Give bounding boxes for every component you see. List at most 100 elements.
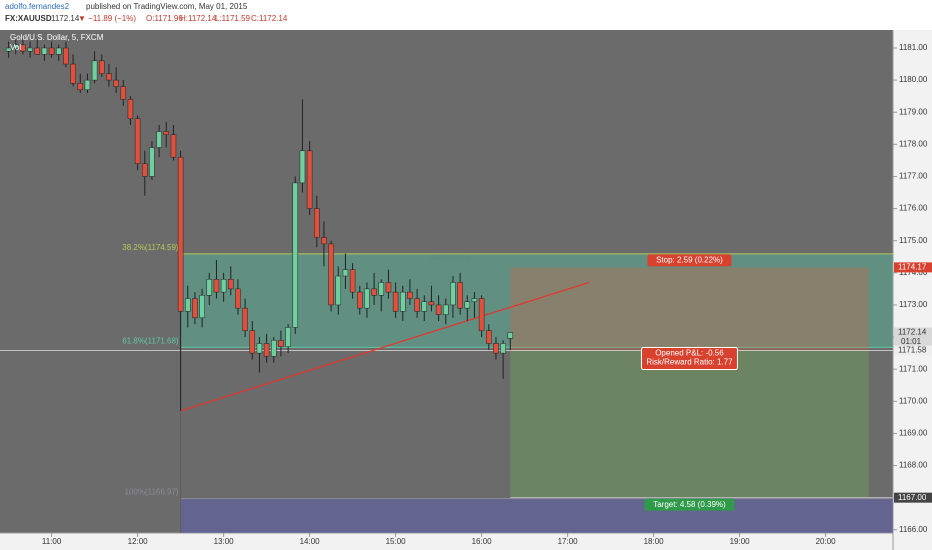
candle-body (299, 150, 306, 184)
candle-body (321, 237, 327, 245)
price-tag-label: 1167.00 (898, 493, 927, 502)
y-tick-label: 1173.00 (899, 300, 928, 309)
candle-body (206, 279, 213, 296)
price-tag (894, 327, 932, 338)
stop-zone (510, 267, 869, 351)
price: 1172.14 (51, 14, 80, 23)
candle-body (421, 301, 428, 312)
price-tag-label: 1171.58 (898, 346, 927, 355)
candle-body (70, 63, 76, 84)
fib-label: 38.2%(1174.59) (122, 243, 179, 252)
candle-body (471, 298, 478, 302)
candle-body (163, 131, 170, 135)
candle-body (435, 304, 442, 315)
candle-body (48, 47, 55, 55)
candle-body (328, 243, 334, 306)
y-tick-label: 1179.00 (899, 107, 928, 116)
countdown-bg (894, 337, 932, 347)
candle-body (271, 340, 277, 357)
y-tick-label: 1170.00 (899, 396, 928, 405)
candle-body (400, 291, 406, 312)
candle-body (464, 301, 471, 309)
countdown: 01:01 (901, 337, 922, 346)
y-tick-label: 1171.00 (899, 364, 928, 373)
target-zone (510, 350, 869, 498)
pnl-label: Opened P&L: -0.56 (655, 349, 724, 358)
ohlc-close: C:1172.14 (251, 14, 288, 23)
candle-body (199, 295, 205, 319)
stop-label: Stop: 2.59 (0.22%) (656, 255, 723, 264)
candle-body (314, 208, 320, 238)
stop-label-bg (647, 254, 732, 267)
candle-body (457, 282, 463, 309)
candle-body (120, 86, 127, 100)
candle-body (156, 131, 162, 148)
ratio-label: Risk/Reward Ratio: 1.77 (646, 358, 733, 367)
x-axis-bg (0, 533, 893, 550)
candle-body (41, 47, 48, 55)
x-tick-label: 14:00 (300, 537, 321, 546)
candle-body (142, 163, 148, 177)
candle-body (478, 298, 485, 331)
candle-body (392, 291, 399, 312)
candle-body (91, 60, 98, 81)
x-tick-label: 11:00 (42, 537, 62, 546)
candle-body (149, 147, 155, 177)
target-label-bg (644, 498, 735, 511)
candle-body (493, 343, 499, 354)
candle-body (228, 279, 234, 290)
candle-body (177, 156, 184, 312)
price-tag (894, 345, 932, 356)
y-tick-label: 1168.00 (899, 461, 928, 470)
ohlc-open: O:1171.96 (146, 14, 183, 23)
candle-body (407, 291, 413, 299)
candle-body (414, 298, 420, 312)
x-tick-label: 12:00 (128, 537, 149, 546)
fib-label: 100%(1166.97) (124, 488, 178, 497)
candle-body (27, 47, 33, 52)
candle-body (306, 150, 313, 209)
pnl-label-bg (640, 347, 738, 371)
change: ▼ −11.89 (−1%) (78, 14, 136, 23)
candle-body (378, 282, 385, 296)
candle-body (263, 343, 270, 357)
candle-body (349, 269, 356, 293)
volume-label: Vol (10, 43, 21, 52)
candle-body (77, 83, 84, 90)
candle-body (278, 340, 284, 347)
price-tag (894, 262, 932, 273)
author[interactable]: adolfo.fernandes2 (5, 2, 70, 11)
price-tag-label: 1172.14 (898, 328, 927, 337)
candle-body (500, 343, 506, 354)
fib-label: 61.8%(1171.68) (122, 336, 179, 345)
y-tick-label: 1180.00 (899, 75, 928, 84)
y-tick-label: 1178.00 (899, 139, 928, 148)
y-tick-label: 1177.00 (899, 172, 928, 181)
y-tick-label: 1176.00 (899, 204, 928, 213)
x-tick-label: 17:00 (558, 537, 579, 546)
candle-body (170, 134, 177, 158)
candle-body (256, 343, 263, 354)
candle-body (285, 327, 291, 347)
candle-body (507, 332, 514, 339)
candle-body (443, 304, 449, 315)
candle-body (371, 288, 377, 296)
candle-body (20, 44, 26, 52)
candle-body (5, 47, 12, 52)
candle-body (106, 73, 112, 81)
candle-body (192, 298, 198, 319)
candle-body (335, 275, 342, 306)
y-tick-label: 1169.00 (899, 429, 928, 438)
y-tick-label: 1174.00 (899, 268, 928, 277)
candle-body (84, 79, 91, 90)
candle-body (342, 269, 349, 277)
target-label: Target: 4.58 (0.39%) (653, 500, 726, 509)
x-tick-label: 13:00 (214, 537, 235, 546)
x-tick-label: 18:00 (644, 537, 665, 546)
chart-title: Gold/U.S. Dollar, 5, FXCM (10, 33, 104, 42)
plot-bg (0, 30, 893, 533)
x-tick-label: 16:00 (472, 537, 493, 546)
candle-body (249, 330, 256, 354)
candle-body (235, 288, 241, 309)
